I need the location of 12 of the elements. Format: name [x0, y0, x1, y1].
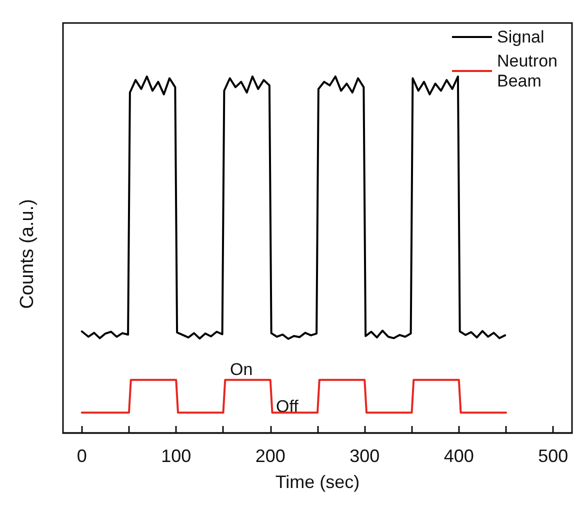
y-axis-title: Counts (a.u.)	[17, 199, 38, 309]
x-tick-label: 400	[444, 446, 474, 466]
legend-label: Neutron Beam	[497, 52, 562, 90]
annotation: On	[230, 360, 253, 379]
x-tick-label: 300	[350, 446, 380, 466]
annotation: Off	[276, 397, 299, 416]
x-tick-label: 500	[538, 446, 568, 466]
x-axis-title: Time (sec)	[275, 472, 360, 492]
x-tick-label: 100	[161, 446, 192, 466]
x-tick-label: 0	[76, 446, 87, 466]
legend-label: Signal	[497, 28, 544, 46]
x-tick-label: 200	[255, 446, 286, 466]
